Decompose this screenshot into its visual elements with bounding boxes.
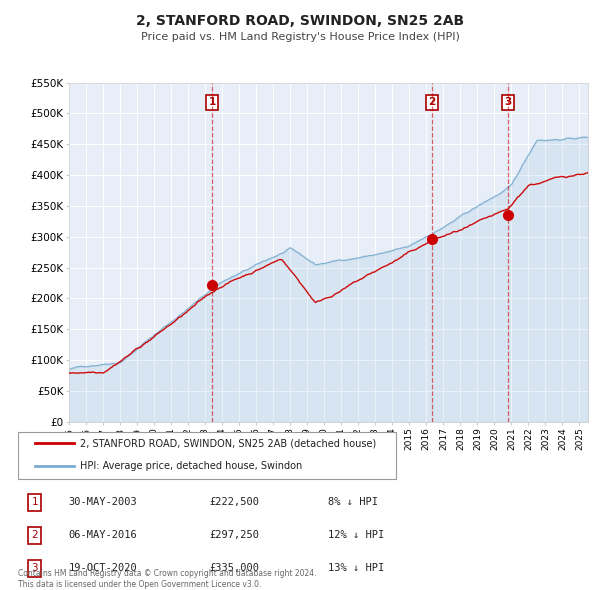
- Text: HPI: Average price, detached house, Swindon: HPI: Average price, detached house, Swin…: [80, 461, 302, 471]
- Text: 3: 3: [504, 97, 511, 107]
- FancyBboxPatch shape: [18, 432, 396, 478]
- Text: 3: 3: [32, 563, 38, 573]
- Text: 2: 2: [428, 97, 436, 107]
- Text: £222,500: £222,500: [210, 497, 260, 507]
- Text: £335,000: £335,000: [210, 563, 260, 573]
- Text: 1: 1: [32, 497, 38, 507]
- Text: 2, STANFORD ROAD, SWINDON, SN25 2AB: 2, STANFORD ROAD, SWINDON, SN25 2AB: [136, 14, 464, 28]
- Text: 12% ↓ HPI: 12% ↓ HPI: [328, 530, 385, 540]
- Text: Contains HM Land Registry data © Crown copyright and database right 2024.
This d: Contains HM Land Registry data © Crown c…: [18, 569, 317, 589]
- Text: 2: 2: [32, 530, 38, 540]
- Text: 8% ↓ HPI: 8% ↓ HPI: [328, 497, 378, 507]
- Text: 06-MAY-2016: 06-MAY-2016: [69, 530, 137, 540]
- Text: £297,250: £297,250: [210, 530, 260, 540]
- Text: 2, STANFORD ROAD, SWINDON, SN25 2AB (detached house): 2, STANFORD ROAD, SWINDON, SN25 2AB (det…: [80, 438, 376, 448]
- Text: 13% ↓ HPI: 13% ↓ HPI: [328, 563, 385, 573]
- Text: Price paid vs. HM Land Registry's House Price Index (HPI): Price paid vs. HM Land Registry's House …: [140, 32, 460, 41]
- Text: 19-OCT-2020: 19-OCT-2020: [69, 563, 137, 573]
- Text: 1: 1: [208, 97, 216, 107]
- Text: 30-MAY-2003: 30-MAY-2003: [69, 497, 137, 507]
